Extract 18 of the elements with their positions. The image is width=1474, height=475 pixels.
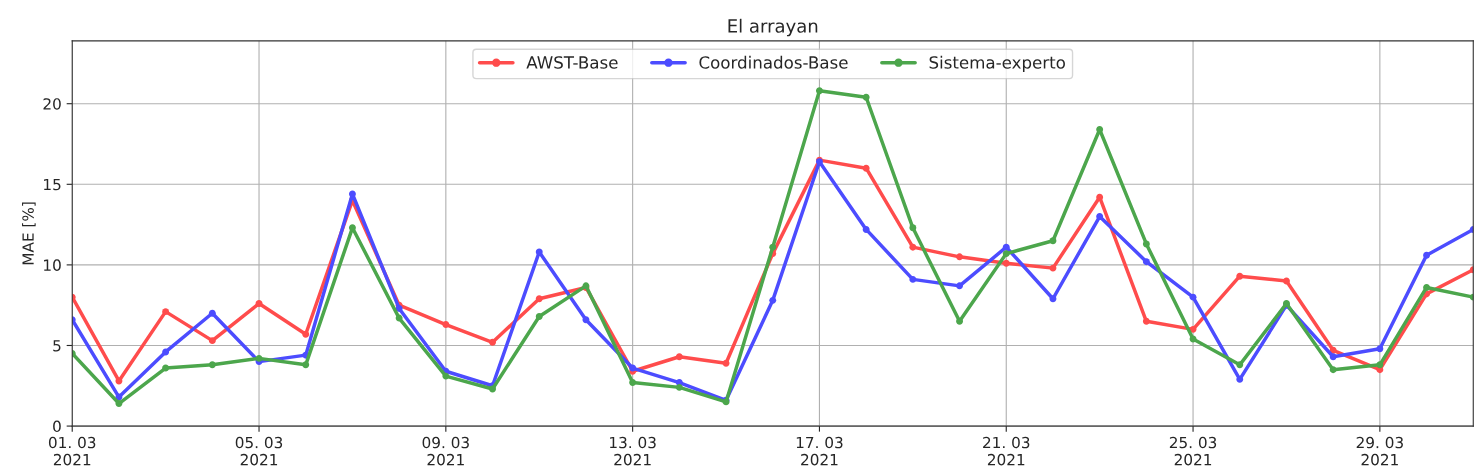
x-tick-label: 05. 03 2021: [235, 436, 283, 466]
y-tick-label: 0: [53, 420, 61, 433]
y-axis-title: MAE [%]: [22, 202, 36, 265]
chart-title: El arrayan: [728, 18, 818, 37]
x-tick-label: 25. 03 2021: [1169, 436, 1217, 466]
x-tick-label: 29. 03 2021: [1356, 436, 1403, 466]
y-tick-label: 20: [43, 98, 61, 110]
x-tick-label: 01. 03 2021: [48, 436, 96, 466]
y-tick-label: 15: [44, 178, 61, 191]
x-tick-label: 17. 03 2021: [796, 436, 843, 466]
x-tick-label: 21. 03 2021: [983, 436, 1030, 466]
y-tick-label: 5: [53, 340, 61, 352]
x-tick-label: 09. 03 2021: [422, 436, 469, 466]
x-tick-label: 13. 03 2021: [610, 436, 656, 466]
y-tick-label: 10: [44, 259, 61, 271]
legend-label: Coordinados-Base: [699, 55, 848, 69]
legend-label: AWST-Base: [526, 56, 618, 69]
legend-label: Sistema-experto: [929, 55, 1065, 72]
